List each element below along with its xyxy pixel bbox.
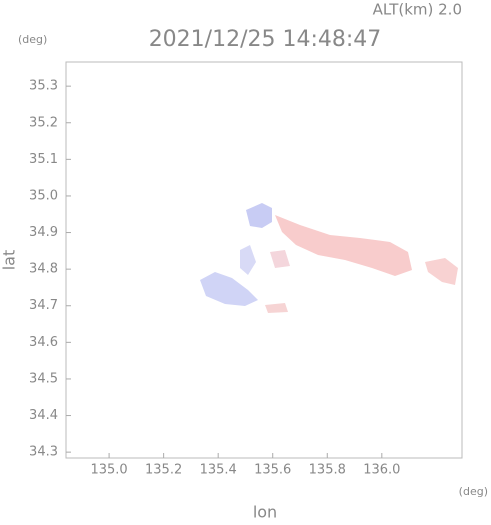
chart-title: 2021/12/25 14:48:47 <box>149 27 382 52</box>
echo-approaching <box>246 203 272 228</box>
echo-approaching <box>240 245 256 275</box>
y-tick-label: 35.2 <box>29 115 58 130</box>
echo-approaching <box>200 272 258 306</box>
y-axis-label: lat <box>0 250 19 271</box>
y-tick-label: 34.3 <box>29 445 58 460</box>
y-tick-label: 34.6 <box>29 335 58 350</box>
x-tick-label: 135.2 <box>145 463 182 478</box>
plot-frame <box>65 61 463 459</box>
echo-receding <box>270 250 290 268</box>
altitude-label: ALT(km) 2.0 <box>373 1 462 19</box>
y-tick-label: 35.0 <box>29 188 58 203</box>
y-tick-label: 35.1 <box>29 152 58 167</box>
x-tick-label: 135.6 <box>254 463 291 478</box>
y-tick-label: 35.3 <box>29 79 58 94</box>
echo-receding <box>425 258 458 285</box>
y-unit: (deg) <box>18 33 47 46</box>
x-tick-label: 135.4 <box>200 463 237 478</box>
x-tick-label: 135.8 <box>309 463 346 478</box>
echo-regions <box>200 203 458 313</box>
y-tick-label: 34.8 <box>29 262 58 277</box>
y-tick-label: 34.4 <box>29 408 58 423</box>
x-tick-label: 135.0 <box>90 463 127 478</box>
x-tick-label: 136.0 <box>363 463 400 478</box>
y-tick-label: 34.7 <box>29 298 58 313</box>
echo-receding <box>265 303 288 313</box>
y-tick-label: 34.9 <box>29 225 58 240</box>
echo-receding <box>275 215 412 276</box>
x-unit: (deg) <box>459 485 488 498</box>
y-tick-label: 34.5 <box>29 371 58 386</box>
x-axis-label: lon <box>253 503 277 522</box>
